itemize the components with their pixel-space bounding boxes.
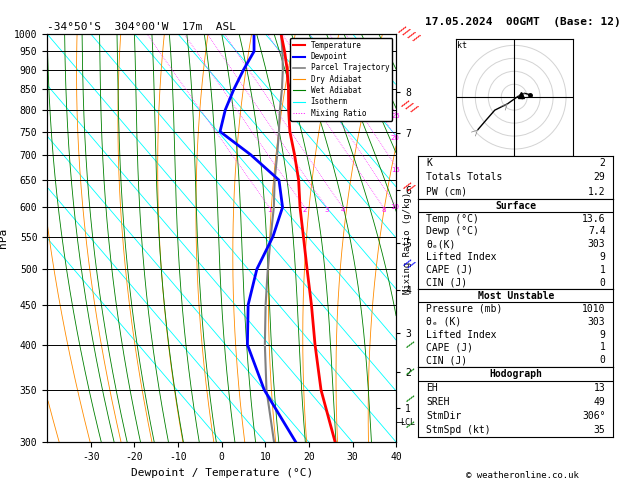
Text: SREH: SREH	[426, 397, 450, 407]
Text: 10: 10	[391, 205, 399, 210]
Text: LCL: LCL	[401, 417, 415, 427]
Text: 2: 2	[303, 207, 307, 213]
Text: /: /	[404, 366, 414, 378]
Text: 4: 4	[340, 207, 345, 213]
Text: 9: 9	[599, 252, 606, 262]
Text: Pressure (mb): Pressure (mb)	[426, 304, 503, 313]
Text: 1010: 1010	[582, 304, 606, 313]
Y-axis label: km
ASL: km ASL	[422, 227, 440, 249]
Text: 35: 35	[594, 425, 606, 435]
Text: Most Unstable: Most Unstable	[477, 291, 554, 301]
Text: 303: 303	[588, 316, 606, 327]
Legend: Temperature, Dewpoint, Parcel Trajectory, Dry Adiabat, Wet Adiabat, Isotherm, Mi: Temperature, Dewpoint, Parcel Trajectory…	[290, 38, 392, 121]
Text: kt: kt	[457, 41, 467, 51]
Text: CAPE (J): CAPE (J)	[426, 265, 473, 275]
Text: 17.05.2024  00GMT  (Base: 12): 17.05.2024 00GMT (Base: 12)	[425, 17, 620, 27]
Text: /: /	[404, 339, 414, 351]
Text: 13: 13	[594, 383, 606, 393]
Text: CIN (J): CIN (J)	[426, 355, 467, 365]
Text: ///: ///	[399, 98, 419, 116]
Text: CAPE (J): CAPE (J)	[426, 343, 473, 352]
Text: 29: 29	[594, 173, 606, 182]
Text: 25: 25	[391, 113, 400, 119]
Text: 2: 2	[599, 158, 606, 168]
Text: θₑ (K): θₑ (K)	[426, 316, 461, 327]
Text: 1: 1	[599, 265, 606, 275]
Text: PW (cm): PW (cm)	[426, 187, 467, 197]
Text: Mixing Ratio (g/kg): Mixing Ratio (g/kg)	[403, 192, 412, 294]
Text: //: //	[401, 180, 416, 194]
Text: 15: 15	[392, 167, 401, 173]
Text: © weatheronline.co.uk: © weatheronline.co.uk	[465, 471, 579, 480]
Text: /: /	[404, 419, 414, 431]
Text: K: K	[426, 158, 432, 168]
Text: 13.6: 13.6	[582, 213, 606, 224]
Text: 3: 3	[324, 207, 329, 213]
Text: 1.2: 1.2	[588, 187, 606, 197]
Text: 0: 0	[599, 278, 606, 288]
Text: 306°: 306°	[582, 411, 606, 421]
Text: 1: 1	[267, 207, 272, 213]
Text: /: /	[404, 393, 414, 404]
Text: StmDir: StmDir	[426, 411, 461, 421]
Y-axis label: hPa: hPa	[0, 228, 8, 248]
X-axis label: Dewpoint / Temperature (°C): Dewpoint / Temperature (°C)	[131, 468, 313, 478]
Text: Temp (°C): Temp (°C)	[426, 213, 479, 224]
Text: Surface: Surface	[495, 201, 537, 211]
Text: 303: 303	[588, 239, 606, 249]
Text: 0: 0	[599, 355, 606, 365]
Text: 1: 1	[599, 343, 606, 352]
Text: Lifted Index: Lifted Index	[426, 252, 496, 262]
Text: 20: 20	[391, 135, 399, 141]
Text: EH: EH	[426, 383, 438, 393]
Text: 8: 8	[381, 207, 386, 213]
Text: 9: 9	[599, 330, 606, 340]
Text: Lifted Index: Lifted Index	[426, 330, 496, 340]
Text: StmSpd (kt): StmSpd (kt)	[426, 425, 491, 435]
Text: ////: ////	[396, 24, 421, 44]
Text: Totals Totals: Totals Totals	[426, 173, 503, 182]
Text: θₑ(K): θₑ(K)	[426, 239, 455, 249]
Text: //: //	[401, 258, 416, 272]
Text: -34°50'S  304°00'W  17m  ASL: -34°50'S 304°00'W 17m ASL	[47, 22, 236, 32]
Text: CIN (J): CIN (J)	[426, 278, 467, 288]
Text: Hodograph: Hodograph	[489, 369, 542, 379]
Text: 7.4: 7.4	[588, 226, 606, 236]
Text: 49: 49	[594, 397, 606, 407]
Text: Dewp (°C): Dewp (°C)	[426, 226, 479, 236]
